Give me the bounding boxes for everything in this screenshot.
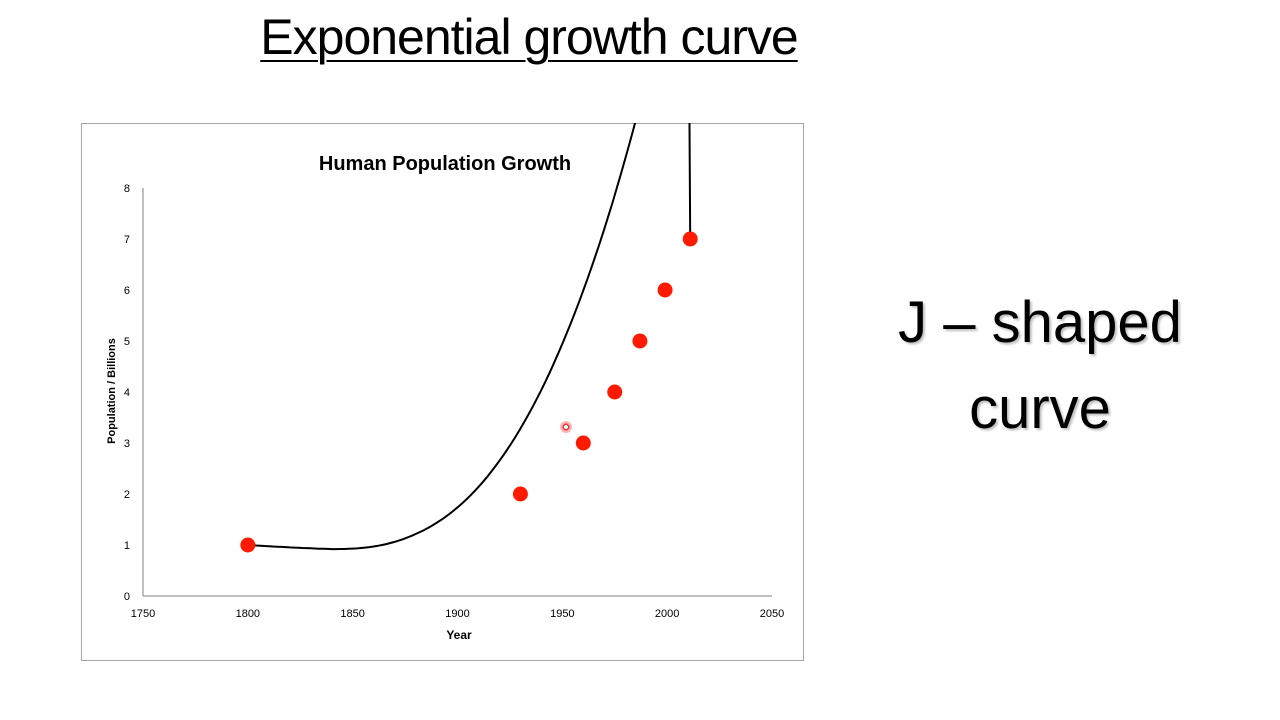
y-tick-label: 6 — [124, 285, 130, 297]
y-tick-label: 5 — [124, 336, 130, 348]
x-tick-label: 1950 — [550, 608, 574, 620]
side-note-line1: J – shaped — [898, 290, 1182, 355]
slide-title-text: Exponential growth curve — [260, 9, 798, 65]
data-point — [607, 384, 623, 400]
chart-frame — [81, 123, 804, 661]
data-point — [682, 231, 698, 247]
y-tick-label: 8 — [124, 183, 130, 195]
chart: Human Population Growth 0 1 2 3 4 5 6 7 8 1750 18… — [106, 123, 784, 642]
x-tick-label: 1750 — [131, 608, 155, 620]
x-tick-label: 2000 — [655, 608, 679, 620]
y-axis-label: Population / Billions — [106, 338, 118, 444]
slide-title: Exponential growth curve — [0, 8, 1058, 66]
data-point — [240, 537, 256, 553]
y-tick-label: 3 — [124, 438, 130, 450]
x-tick-label: 1900 — [445, 608, 469, 620]
y-tick-label: 1 — [124, 540, 130, 552]
y-tick-label: 7 — [124, 234, 130, 246]
chart-title: Human Population Growth — [319, 153, 571, 175]
x-tick-label: 1850 — [340, 608, 364, 620]
data-points — [240, 231, 698, 553]
data-point — [512, 486, 528, 502]
data-point — [632, 333, 648, 349]
y-tick-label: 0 — [124, 591, 130, 603]
pointer-cursor-icon — [560, 421, 572, 433]
x-tick-labels: 1750 1800 1850 1900 1950 2000 2050 — [131, 608, 784, 620]
y-tick-labels: 0 1 2 3 4 5 6 7 8 — [124, 183, 130, 603]
side-note: J – shaped curve — [860, 280, 1220, 452]
x-axis-label: Year — [446, 628, 472, 642]
x-tick-label: 1800 — [236, 608, 260, 620]
data-point — [657, 282, 673, 298]
chart-axes — [142, 188, 772, 597]
side-note-line2: curve — [969, 376, 1111, 441]
y-tick-label: 2 — [124, 489, 130, 501]
data-point — [575, 435, 591, 451]
trend-curve — [247, 123, 692, 551]
y-tick-label: 4 — [124, 387, 130, 399]
x-tick-label: 2050 — [760, 608, 784, 620]
